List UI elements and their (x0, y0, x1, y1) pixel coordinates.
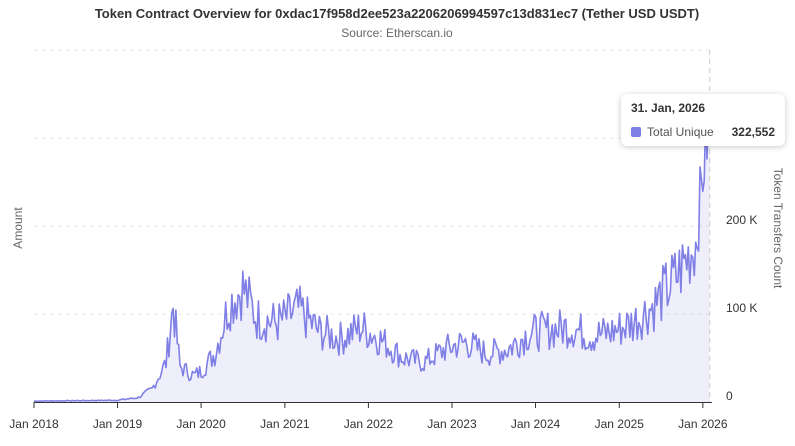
x-axis: Jan 2018 Jan 2019 Jan 2020 Jan 2021 Jan 2022… (9, 402, 728, 431)
chart-title: Token Contract Overview for 0xdac17f958d… (95, 6, 699, 21)
tooltip-series-name: Total Unique (647, 125, 714, 139)
y-axis: 0 100 K 200 K (726, 213, 757, 403)
right-axis-title: Token Transfers Count (771, 168, 785, 289)
tooltip-row: Total Unique 322,552 (631, 125, 775, 139)
x-tick-label: Jan 2024 (511, 417, 561, 431)
x-tick-label: Jan 2023 (427, 417, 477, 431)
x-tick-label: Jan 2025 (595, 417, 645, 431)
x-tick-label: Jan 2021 (260, 417, 310, 431)
x-tick-label: Jan 2020 (176, 417, 226, 431)
x-tick-label: Jan 2022 (344, 417, 394, 431)
chart-subtitle: Source: Etherscan.io (341, 26, 453, 40)
x-tick-label: Jan 2019 (93, 417, 143, 431)
y-tick-label: 200 K (726, 213, 757, 227)
tooltip-series-swatch (631, 127, 641, 137)
x-tick-label: Jan 2018 (9, 417, 59, 431)
left-axis-title: Amount (11, 207, 25, 249)
tooltip-date: 31. Jan, 2026 (631, 101, 706, 115)
series-line-total-unique[interactable] (34, 112, 711, 403)
plot-area[interactable] (34, 112, 711, 403)
y-tick-label: 0 (726, 389, 733, 403)
tooltip-series-value: 322,552 (731, 125, 775, 139)
y-tick-label: 100 K (726, 301, 757, 315)
grid-lines (34, 49, 712, 315)
tooltip: 31. Jan, 2026 Total Unique 322,552 (621, 94, 785, 146)
series-area-total-unique (34, 113, 710, 402)
x-tick-label: Jan 2026 (678, 417, 728, 431)
